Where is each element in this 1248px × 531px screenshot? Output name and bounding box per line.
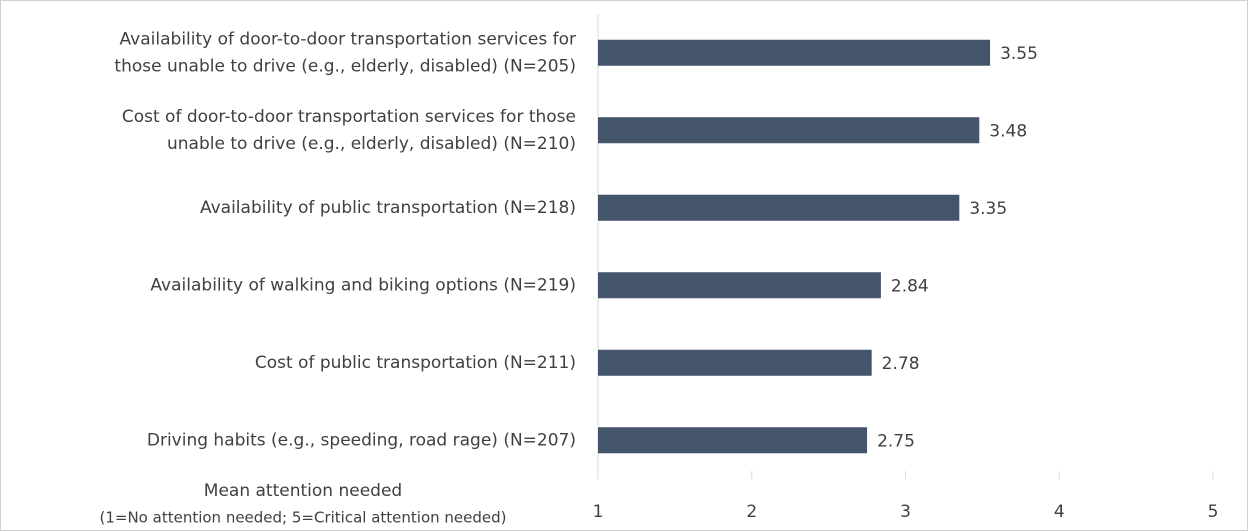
x-tick-label: 4: [1054, 502, 1065, 522]
x-tick-label: 1: [593, 502, 604, 522]
x-tick-label: 2: [746, 502, 757, 522]
y-tick-label: those unable to drive (e.g., elderly, di…: [114, 56, 576, 76]
value-label: 2.75: [877, 431, 915, 451]
bar: [598, 39, 991, 66]
x-tick-label: 5: [1208, 502, 1219, 522]
y-tick-label: Driving habits (e.g., speeding, road rag…: [147, 430, 576, 450]
bar: [598, 194, 960, 221]
x-axis-label: Mean attention needed: [204, 481, 402, 501]
y-tick-label: Availability of public transportation (N…: [200, 198, 576, 218]
x-tick-label: 3: [900, 502, 911, 522]
bar: [598, 427, 868, 454]
y-tick-label: unable to drive (e.g., elderly, disabled…: [167, 134, 576, 154]
bar: [598, 272, 881, 299]
y-tick-label: Cost of public transportation (N=211): [255, 353, 576, 373]
value-label: 3.48: [989, 121, 1027, 141]
value-label: 2.84: [891, 276, 929, 296]
y-tick-label: Cost of door-to-door transportation serv…: [122, 107, 576, 127]
x-axis-label: (1=No attention needed; 5=Critical atten…: [100, 509, 507, 527]
bar: [598, 117, 980, 144]
y-tick-label: Availability of door-to-door transportat…: [120, 29, 576, 49]
bar: [598, 349, 872, 376]
y-tick-label: Availability of walking and biking optio…: [150, 275, 576, 295]
value-label: 2.78: [882, 354, 920, 374]
value-label: 3.55: [1000, 44, 1038, 64]
value-label: 3.35: [969, 199, 1007, 219]
